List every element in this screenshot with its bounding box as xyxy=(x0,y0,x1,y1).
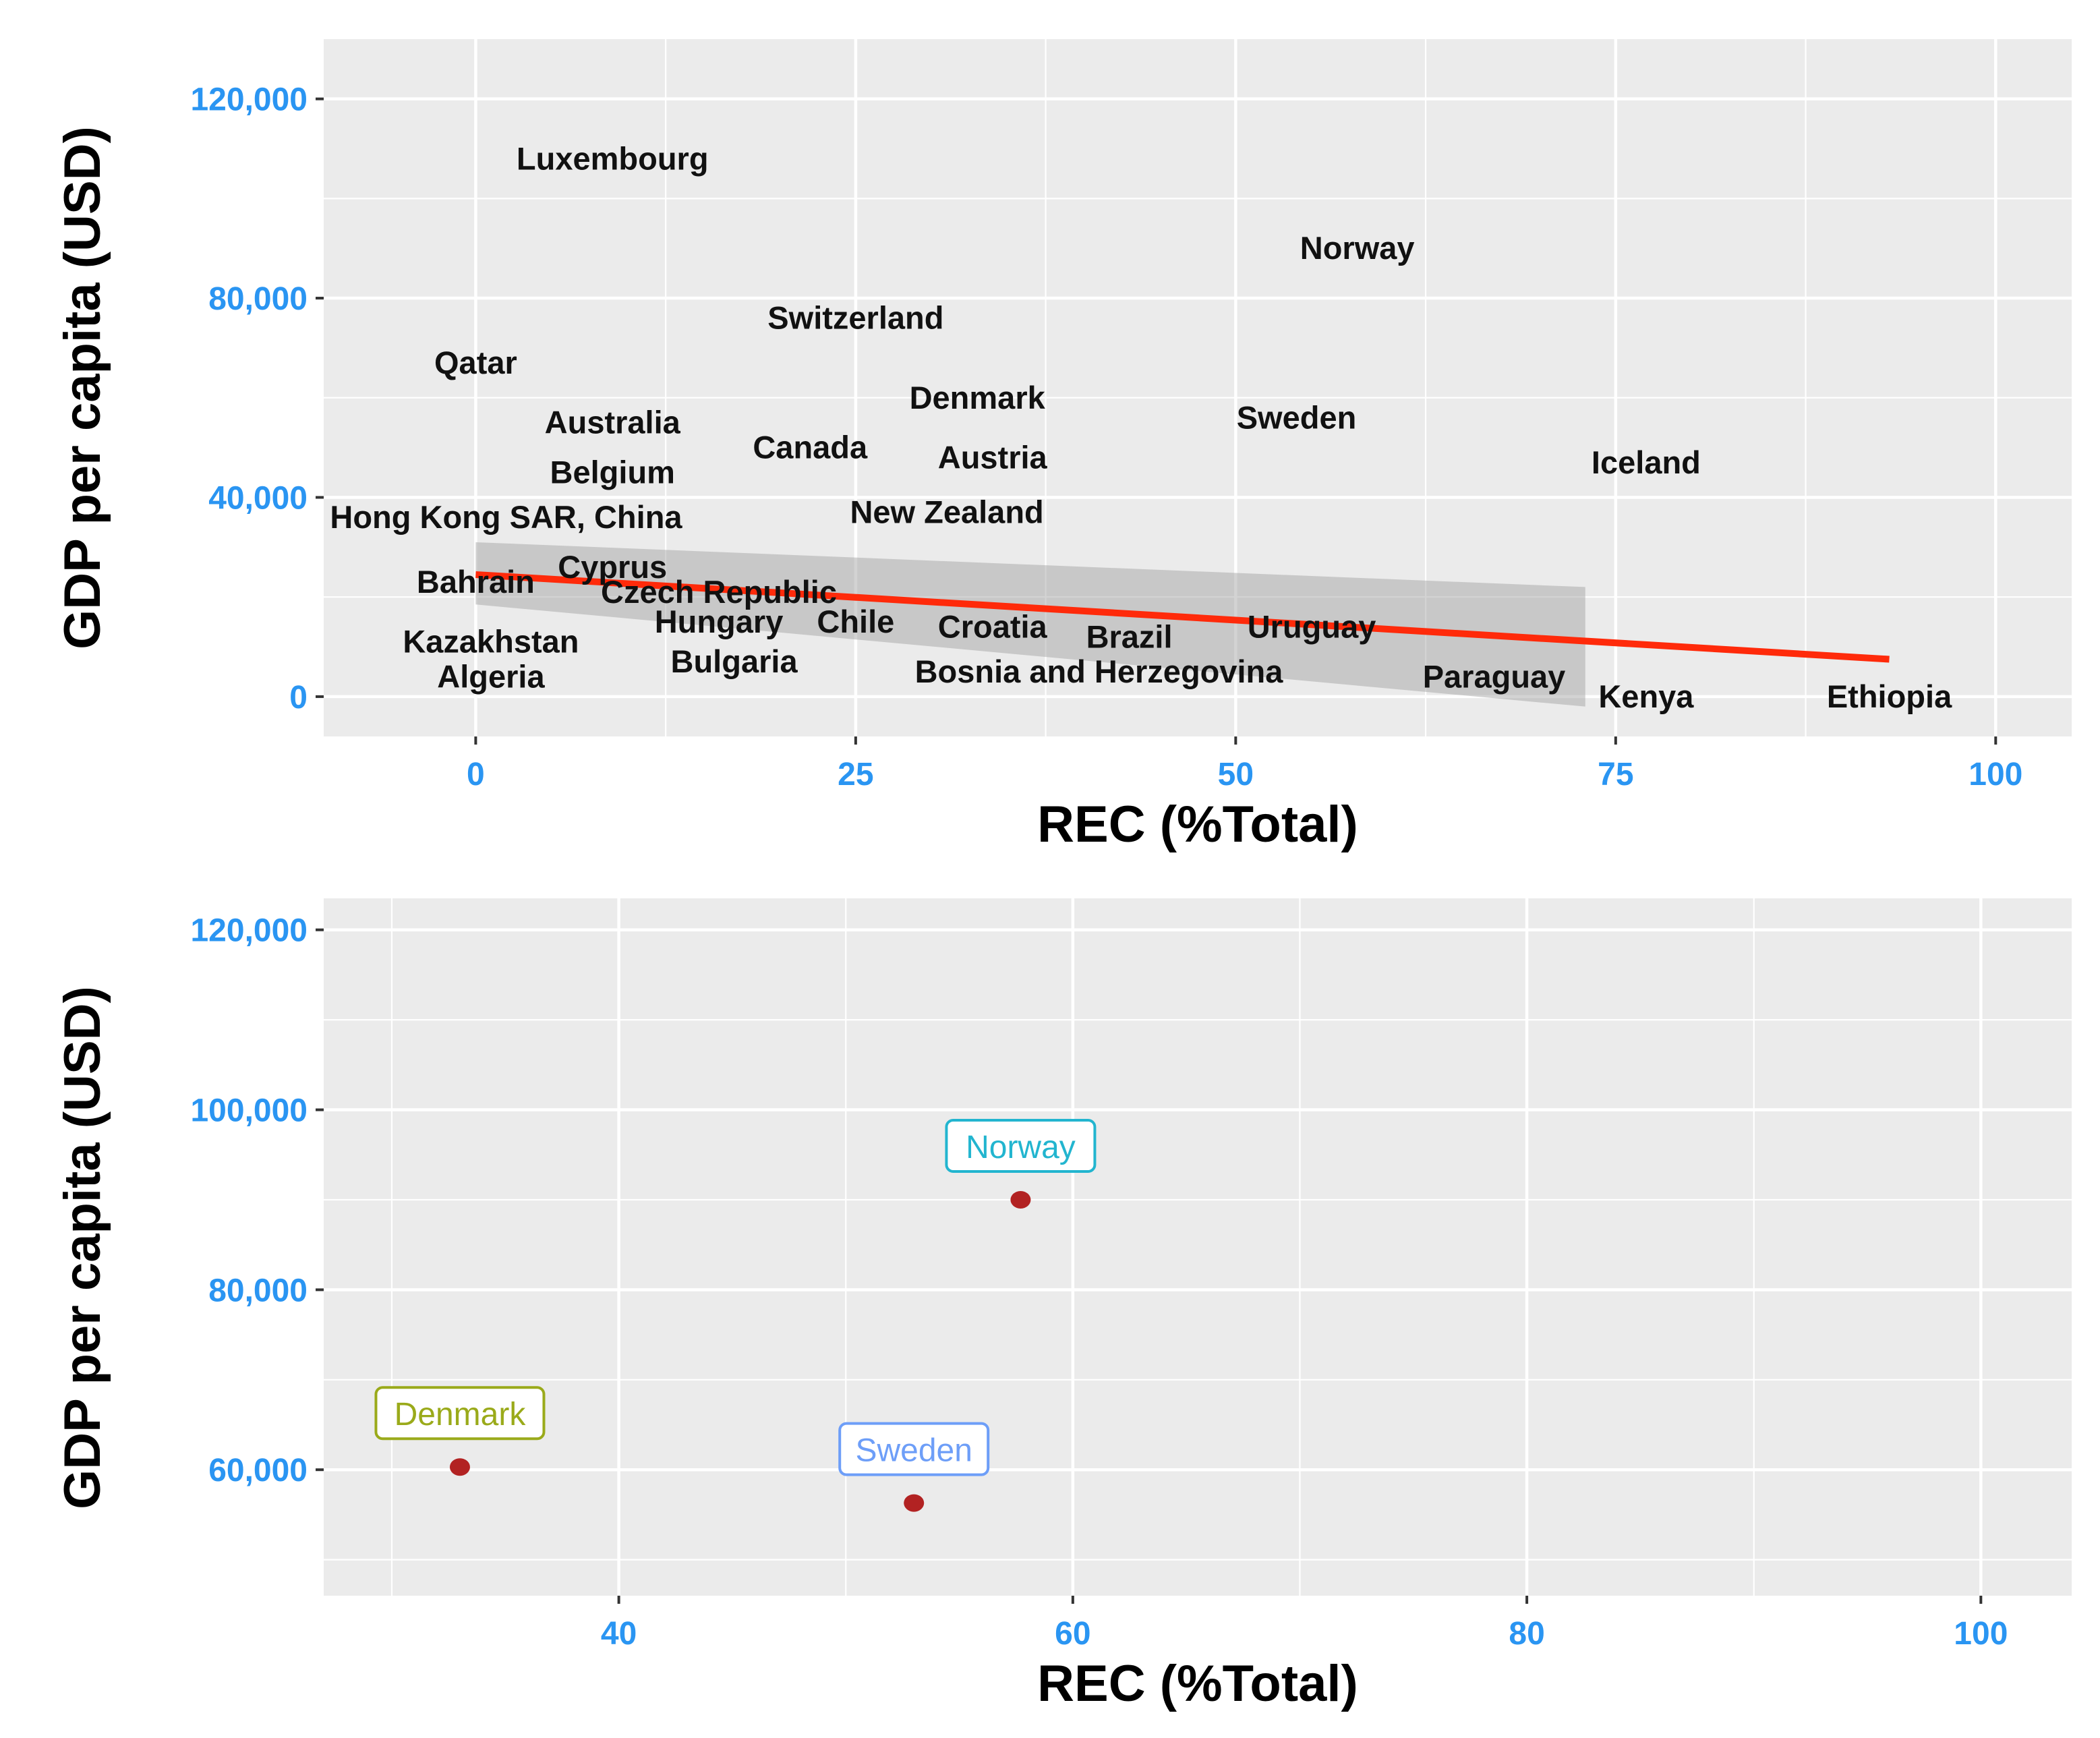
data-point xyxy=(449,1458,470,1476)
y-tick-label: 80,000 xyxy=(208,281,308,317)
point-label-box xyxy=(374,1386,546,1441)
y-tick-label: 120,000 xyxy=(190,913,308,949)
point-label-box xyxy=(945,1118,1097,1173)
bottom-x-axis-title: REC (%Total) xyxy=(1037,1655,1358,1712)
country-label: Qatar xyxy=(434,345,517,380)
country-label: Chile xyxy=(817,604,894,639)
y-tick-label: 0 xyxy=(289,680,308,716)
x-tick-label: 0 xyxy=(467,757,485,792)
country-label: Kenya xyxy=(1598,678,1694,714)
country-label: Hong Kong SAR, China xyxy=(330,499,682,535)
x-tick-label: 75 xyxy=(1598,757,1633,792)
point-label: Denmark xyxy=(395,1397,527,1432)
country-label: Paraguay xyxy=(1423,658,1566,694)
country-label: Norway xyxy=(1300,230,1415,266)
country-label: Uruguay xyxy=(1248,609,1376,645)
country-label: Croatia xyxy=(938,609,1048,645)
y-tick-label: 80,000 xyxy=(208,1273,308,1308)
point-label: Sweden xyxy=(855,1433,972,1469)
country-label: Canada xyxy=(753,430,868,465)
y-tick-label: 120,000 xyxy=(190,82,308,118)
country-label: Luxembourg xyxy=(517,140,709,176)
bottom-panel-background xyxy=(324,898,2072,1596)
top-y-axis-title: GDP per capita (USD) xyxy=(54,126,111,649)
country-label: Australia xyxy=(545,405,681,440)
country-label: Kazakhstan xyxy=(403,624,579,660)
country-label: Switzerland xyxy=(767,300,943,336)
country-label: Sweden xyxy=(1237,399,1357,435)
point-label: Norway xyxy=(966,1130,1076,1165)
trend-line xyxy=(475,571,1890,663)
country-label: Hungary xyxy=(655,604,784,639)
country-label: Denmark xyxy=(910,380,1046,415)
country-label: Bahrain xyxy=(417,564,535,600)
country-label: Brazil xyxy=(1086,618,1173,654)
point-label-box xyxy=(838,1422,990,1476)
x-tick-label: 60 xyxy=(1055,1616,1090,1652)
country-label: Bosnia and Herzegovina xyxy=(915,654,1284,689)
x-tick-label: 50 xyxy=(1218,757,1254,792)
y-tick-label: 100,000 xyxy=(190,1093,308,1129)
top-x-axis-title: REC (%Total) xyxy=(1037,796,1358,853)
country-label: Austria xyxy=(938,439,1048,475)
x-tick-label: 100 xyxy=(1954,1616,2008,1652)
country-label: Algeria xyxy=(437,658,545,694)
country-label: Bulgaria xyxy=(671,643,798,679)
country-label: Belgium xyxy=(550,455,675,490)
bottom-y-axis-title: GDP per capita (USD) xyxy=(54,986,111,1509)
data-point xyxy=(1010,1190,1031,1209)
x-tick-label: 100 xyxy=(1968,757,2022,792)
x-tick-label: 25 xyxy=(838,757,873,792)
bottom-scatter-panel: Denmark Sweden Norway 40 60 80 100 60,000 80,00… xyxy=(54,898,2072,1712)
country-label: Ethiopia xyxy=(1827,678,1952,714)
country-label: Czech Republic xyxy=(601,574,837,610)
country-label: New Zealand xyxy=(850,494,1043,530)
y-tick-label: 40,000 xyxy=(208,480,308,516)
confidence-band xyxy=(475,542,1585,707)
x-tick-label: 80 xyxy=(1509,1616,1544,1652)
top-scatter-panel: Luxembourg Norway Switzerland Qatar Denmark S… xyxy=(54,39,2072,853)
x-tick-label: 40 xyxy=(601,1616,637,1652)
country-label: Iceland xyxy=(1592,444,1701,480)
data-point xyxy=(904,1494,925,1512)
y-tick-label: 60,000 xyxy=(208,1453,308,1488)
country-label: Cyprus xyxy=(558,549,667,585)
